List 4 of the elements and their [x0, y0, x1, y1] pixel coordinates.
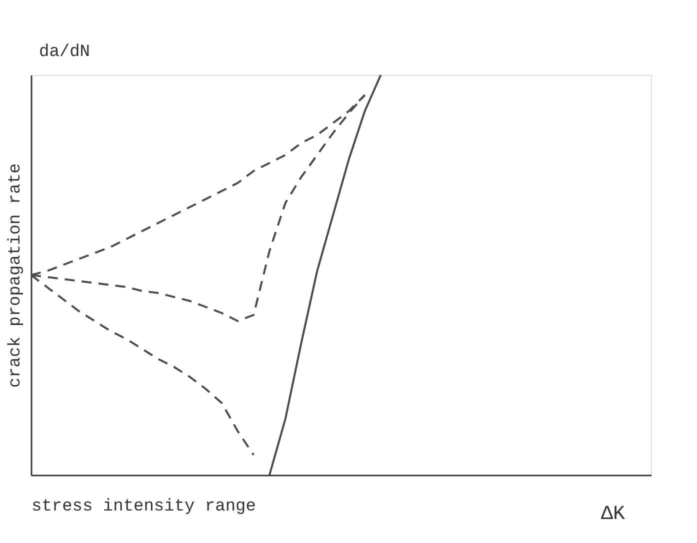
- text: ΔK: [601, 503, 626, 526]
- x-axis-title: stress intensity range: [32, 498, 256, 516]
- text: da/dN: [39, 43, 90, 62]
- y-axis-title: crack propagation rate: [6, 163, 26, 388]
